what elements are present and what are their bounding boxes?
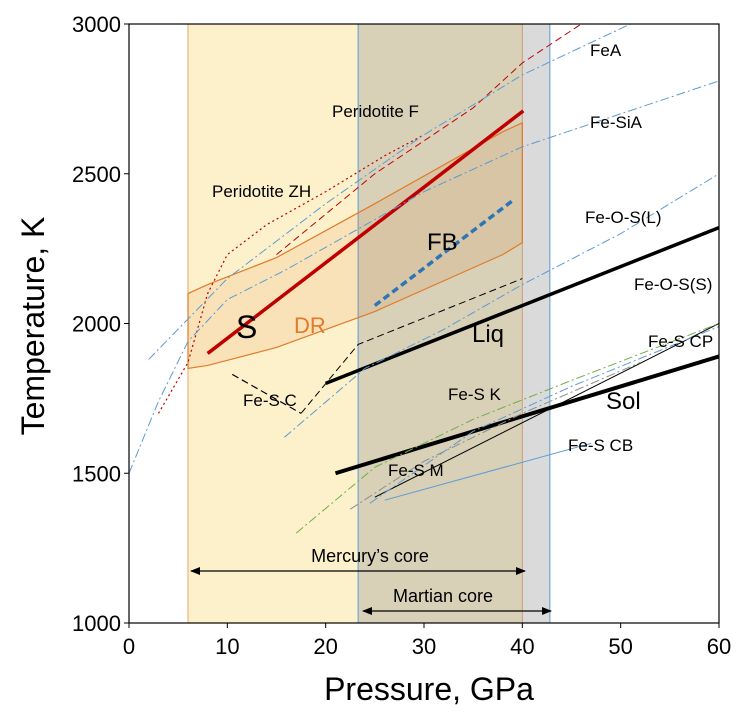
label-fe-s-cb: Fe-S CB bbox=[568, 436, 633, 455]
label-fe-s-k: Fe-S K bbox=[448, 385, 502, 404]
region-dr bbox=[187, 121, 523, 370]
series-unlabeled-9 bbox=[295, 323, 719, 534]
series-fea bbox=[148, 24, 631, 360]
series-fb bbox=[373, 199, 514, 307]
label-fb: FB bbox=[427, 229, 458, 256]
x-tick-label-10: 10 bbox=[215, 634, 239, 659]
label-sol: Sol bbox=[606, 388, 641, 415]
series-s bbox=[206, 109, 525, 355]
label-fe-s-m: Fe-S M bbox=[388, 461, 444, 480]
x-tick-label-20: 20 bbox=[313, 634, 337, 659]
x-tick-label-50: 50 bbox=[608, 634, 632, 659]
series-peridotite-zh bbox=[157, 134, 425, 414]
regions bbox=[187, 121, 523, 370]
label-liq: Liq bbox=[472, 321, 504, 348]
series-fe-s-k bbox=[300, 278, 523, 414]
curves bbox=[129, 24, 719, 534]
y-axis-title: Temperature, K bbox=[15, 217, 51, 436]
series-sol bbox=[334, 354, 719, 476]
x-tick-label-0: 0 bbox=[123, 634, 135, 659]
series-fe-sia bbox=[129, 80, 719, 474]
label-fe-o-s-l: Fe-O-S(L) bbox=[585, 208, 662, 227]
band-mercury-s-core bbox=[187, 23, 523, 624]
label-fe-s-cp: Fe-S CP bbox=[648, 332, 713, 351]
martian-core-label: Martian core bbox=[393, 586, 493, 606]
y-tick-label-2000: 2000 bbox=[72, 312, 121, 337]
label-peridotite-f: Peridotite F bbox=[332, 102, 419, 121]
background-bands bbox=[187, 23, 551, 624]
series-fe-s-m bbox=[349, 361, 641, 510]
x-tick-label-40: 40 bbox=[510, 634, 534, 659]
label-fe-s-c: Fe-S C bbox=[243, 391, 297, 410]
series-fe-o-s-s bbox=[369, 326, 719, 504]
x-tick-label-60: 60 bbox=[707, 634, 731, 659]
label-peridotite-zh: Peridotite ZH bbox=[212, 182, 311, 201]
axis-ticks: 0 10 20 30 40 50 60 1000 1500 2000 2500 3000 bbox=[72, 12, 731, 659]
series-fe-s-c bbox=[231, 373, 302, 414]
series-peridotite-f bbox=[276, 24, 582, 256]
x-tick-label-30: 30 bbox=[412, 634, 436, 659]
x-axis-title: Pressure, GPa bbox=[324, 671, 534, 707]
mercury-core-label: Mercury’s core bbox=[311, 546, 429, 566]
series-fe-s-cp bbox=[374, 323, 719, 498]
label-fea: FeA bbox=[590, 41, 622, 60]
y-tick-label-3000: 3000 bbox=[72, 12, 121, 37]
series-fe-o-s-l bbox=[284, 173, 719, 438]
series-fe-s-cb bbox=[384, 442, 592, 501]
label-fe-sia: Fe-SiA bbox=[590, 113, 643, 132]
y-tick-label-1000: 1000 bbox=[72, 611, 121, 636]
y-tick-label-1500: 1500 bbox=[72, 461, 121, 486]
series-liq bbox=[325, 226, 719, 386]
label-fe-o-s-s: Fe-O-S(S) bbox=[634, 275, 712, 294]
label-dr: DR bbox=[294, 313, 326, 338]
label-s: S bbox=[236, 309, 257, 345]
y-tick-label-2500: 2500 bbox=[72, 162, 121, 187]
